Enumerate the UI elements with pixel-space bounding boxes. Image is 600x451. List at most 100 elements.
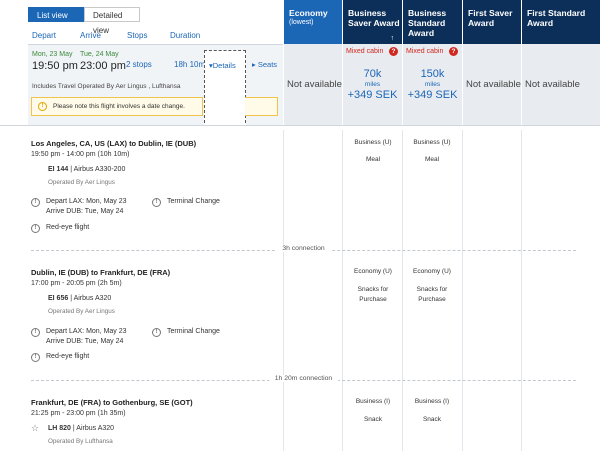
flight-row[interactable]: Mon, 23 May 19:50 pm Tue, 24 May 23:00 p… <box>28 45 283 128</box>
warning-icon: ! <box>38 102 47 111</box>
mixed-cabin-label: Mixed cabin <box>346 48 384 55</box>
help-icon[interactable]: ? <box>449 47 458 56</box>
info-icon: ! <box>152 328 161 337</box>
detailed-view-button[interactable]: Detailed view <box>84 7 140 35</box>
fare-header-business-saver[interactable]: Business Saver Award ↑ <box>342 0 402 44</box>
divider <box>28 44 283 45</box>
amenity: Meal <box>424 156 440 163</box>
segment-route: Dublin, IE (DUB) to Frankfurt, DE (FRA) <box>31 268 171 277</box>
fare-header-economy[interactable]: Economy (lowest) <box>283 0 342 44</box>
depart-info: Depart LAX: Mon, May 23 <box>46 198 127 205</box>
segment-operated-by: Operated By Lufthansa <box>48 438 113 445</box>
segment-times: 19:50 pm - 14:00 pm (10h 10m) <box>31 151 130 158</box>
fare-cell-business-standard[interactable]: Mixed cabin ? 150k miles +349 SEK <box>402 44 462 125</box>
mixed-cabin-label: Mixed cabin <box>406 48 444 55</box>
seats-link[interactable]: ▸ Seats <box>252 60 277 69</box>
caret-down-icon: ▾ <box>209 61 213 70</box>
connection-label: 1h 20m connection <box>268 375 339 382</box>
connection-divider: 3h connection <box>31 245 576 255</box>
not-available-text: Not available <box>287 79 342 90</box>
flight-number: EI 144 <box>48 166 69 173</box>
not-available-text: Not available <box>525 79 580 90</box>
arrive-info: Arrive DUB: Tue, May 24 <box>46 338 124 345</box>
fare-column-business-saver: Business Saver Award ↑ Mixed cabin ? 70k… <box>342 0 402 125</box>
depart-date: Mon, 23 May <box>32 51 73 58</box>
sort-arrow-icon: ↑ <box>390 35 395 42</box>
cabin-class: Business (U) <box>413 139 451 146</box>
star-icon: ☆ <box>31 423 40 433</box>
not-available-text: Not available <box>466 79 521 90</box>
details-label: Details <box>212 61 236 70</box>
arrive-time: 23:00 pm <box>80 60 126 72</box>
fare-header-first-saver[interactable]: First Saver Award <box>462 0 521 44</box>
depart-info: Depart LAX: Mon, May 23 <box>46 328 127 335</box>
fare-cell-first-saver: Not available <box>462 44 521 125</box>
details-link[interactable]: ▾Details <box>209 61 236 70</box>
fare-column-first-standard: First Standard Award Not available <box>521 0 600 125</box>
amenity: Snack <box>422 416 442 423</box>
segment-flight: EI 144 | Airbus A330-200 <box>48 166 125 173</box>
aircraft: | Airbus A320 <box>70 295 112 302</box>
sort-stops[interactable]: Stops <box>127 31 148 40</box>
miles-unit: miles <box>424 81 441 88</box>
aircraft: | Airbus A320 <box>72 425 115 432</box>
cabin-class: Business (I) <box>414 398 450 405</box>
fare-cell-business-saver[interactable]: Mixed cabin ? 70k miles +349 SEK <box>342 44 402 125</box>
seats-label: Seats <box>257 60 278 69</box>
red-eye-note: Red-eye flight <box>46 224 90 231</box>
date-change-alert: ! Please note this flight involves a dat… <box>31 97 203 116</box>
amenity: Purchase <box>418 296 446 303</box>
red-eye-note: Red-eye flight <box>46 353 90 360</box>
sort-arrive[interactable]: Arrive <box>80 31 101 40</box>
fare-name: Business Saver Award <box>348 8 400 28</box>
fare-column-first-saver: First Saver Award Not available <box>462 0 521 125</box>
sort-bar: Depart Arrive Stops Duration <box>28 31 283 44</box>
tax-price: +349 SEK <box>407 89 458 101</box>
segment-flight: EI 656 | Airbus A320 <box>48 295 111 302</box>
aircraft: | Airbus A330-200 <box>70 166 126 173</box>
column-divider <box>462 130 463 451</box>
cabin-class: Business (I) <box>355 398 391 405</box>
connection-divider: 1h 20m connection <box>31 375 576 385</box>
fare-cell-economy: Not available <box>283 44 342 125</box>
column-divider <box>283 130 284 451</box>
miles-price: 150k <box>420 68 445 80</box>
fare-header-first-standard[interactable]: First Standard Award <box>521 0 600 44</box>
fare-name: Business Standard Award <box>408 8 447 38</box>
view-toggle: List view Detailed view <box>28 7 140 35</box>
info-icon: ! <box>31 328 40 337</box>
info-icon: ! <box>31 353 40 362</box>
amenity: Meal <box>365 156 381 163</box>
sort-depart[interactable]: Depart <box>32 31 57 40</box>
amenity: Snack <box>363 416 383 423</box>
help-icon[interactable]: ? <box>389 47 398 56</box>
segment-flight: LH 820 | Airbus A320 <box>48 425 114 432</box>
fare-name: First Standard Award <box>527 8 586 28</box>
info-icon: ! <box>31 224 40 233</box>
list-view-button[interactable]: List view <box>28 7 84 22</box>
column-divider <box>402 130 403 451</box>
details-toggle-box[interactable]: ▾Details <box>204 50 246 128</box>
depart-time: 19:50 pm <box>32 60 78 72</box>
fare-name: Economy <box>289 8 328 18</box>
itinerary-details <box>0 125 600 451</box>
miles-price: 70k <box>363 68 382 80</box>
amenity: Snacks for <box>416 286 448 293</box>
segment-operated-by: Operated By Aer Lingus <box>48 308 115 315</box>
segment-route: Frankfurt, DE (FRA) to Gothenburg, SE (G… <box>31 398 193 407</box>
stops-link[interactable]: 2 stops <box>126 60 152 69</box>
duration: 18h 10m <box>174 60 206 69</box>
cabin-class: Business (U) <box>354 139 392 146</box>
sort-duration[interactable]: Duration <box>170 31 201 40</box>
arrive-date: Tue, 24 May <box>80 51 119 58</box>
info-icon: ! <box>31 198 40 207</box>
cabin-class: Economy (U) <box>413 268 451 275</box>
fare-name: First Saver Award <box>468 8 513 28</box>
segment-times: 21:25 pm - 23:00 pm (1h 35m) <box>31 410 126 417</box>
date-change-alert-end <box>245 97 278 116</box>
info-icon: ! <box>152 198 161 207</box>
fare-header-business-standard[interactable]: Business Standard Award <box>402 0 462 44</box>
segment-times: 17:00 pm - 20:05 pm (2h 5m) <box>31 280 122 287</box>
miles-unit: miles <box>364 81 381 88</box>
flight-number: LH 820 <box>48 425 71 432</box>
